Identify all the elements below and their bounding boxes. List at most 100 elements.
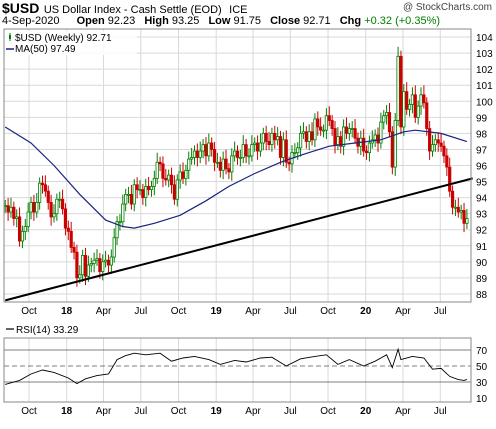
y-tick-label: 98	[476, 129, 488, 140]
candle	[253, 137, 257, 152]
candle-body	[287, 161, 291, 165]
candle	[462, 202, 466, 233]
candle-body	[43, 184, 47, 192]
candle-body	[212, 149, 217, 163]
candle	[207, 133, 211, 162]
candle	[221, 151, 225, 180]
candle-body	[276, 136, 280, 141]
candle	[319, 117, 323, 136]
candle-body	[172, 184, 177, 200]
candle-body	[210, 142, 214, 150]
open-value: 92.23	[107, 15, 136, 27]
candle-body	[367, 142, 372, 154]
candle-body	[364, 150, 369, 154]
legend-price-label: $USD (Weekly) 92.71	[15, 33, 112, 44]
candle-body	[78, 274, 82, 279]
main-panel-frame	[3, 28, 472, 303]
candle-body	[75, 251, 79, 279]
candle	[204, 137, 208, 165]
candle-body	[124, 194, 128, 205]
candle-body	[313, 118, 317, 141]
candle	[69, 221, 73, 254]
candle	[396, 46, 400, 127]
open-label: Open	[76, 15, 105, 27]
candle	[367, 135, 372, 162]
candle-body	[167, 174, 171, 181]
candle-body	[298, 132, 303, 149]
high-value: 93.25	[171, 15, 200, 27]
candle-body	[164, 177, 168, 181]
candle	[210, 137, 214, 157]
candle-body	[60, 198, 65, 210]
candle	[112, 228, 116, 263]
candle-body	[9, 206, 13, 213]
candle-body	[445, 155, 449, 168]
x-tick-label: Oct	[320, 306, 336, 317]
candle	[413, 85, 417, 123]
candle-body	[181, 171, 185, 179]
candle	[344, 117, 349, 140]
y-tick-label: 100	[476, 97, 493, 108]
candle	[336, 127, 340, 151]
candle	[278, 130, 283, 165]
quote-stats: Open 92.23 High 93.25 Low 91.75 Close 92…	[77, 15, 446, 27]
candle	[276, 127, 280, 146]
candle-body	[316, 118, 320, 128]
rsi-x-tick-label: Apr	[245, 406, 261, 417]
low-label: Low	[208, 15, 231, 27]
rsi-y-tick-label: 10	[476, 394, 488, 405]
candle	[261, 127, 265, 151]
x-tick-label: Jul	[284, 306, 297, 317]
candle-body	[376, 134, 380, 144]
candle	[187, 151, 191, 180]
candle	[324, 108, 328, 140]
y-tick-label: 94	[476, 194, 488, 205]
candle	[115, 216, 119, 245]
candle	[98, 253, 102, 279]
candle	[459, 204, 463, 220]
candle-body	[448, 166, 452, 192]
candle-body	[149, 185, 154, 190]
candle	[103, 250, 108, 268]
candle	[407, 98, 412, 117]
candle-body	[155, 161, 159, 179]
candle	[284, 130, 288, 168]
candle	[26, 202, 30, 233]
chg-label: Chg	[339, 15, 362, 27]
candle-body	[95, 258, 99, 261]
candle	[195, 143, 199, 167]
candle-body	[101, 261, 105, 272]
instrument-name: US Dollar Index - Cash Settle (EOD)	[43, 4, 222, 16]
candle-body	[281, 139, 285, 158]
candle	[158, 156, 162, 172]
candle-body	[273, 132, 277, 141]
quote-row: 4-Sep-2020 Open 92.23 High 93.25 Low 91.…	[2, 15, 446, 28]
candle-body	[439, 142, 443, 147]
candle-body	[453, 206, 458, 209]
y-tick-label: 91	[476, 242, 488, 253]
candle	[316, 111, 320, 136]
candle-body	[144, 185, 148, 199]
watermark-text: @ StockCharts.com	[402, 2, 492, 13]
candle	[35, 192, 39, 218]
candle-body	[218, 161, 222, 171]
candle	[373, 129, 377, 148]
candle-body	[109, 256, 113, 266]
candle	[379, 112, 383, 149]
candle	[184, 164, 188, 186]
rsi-x-tick-label: 18	[61, 406, 73, 417]
candle	[55, 193, 59, 221]
candle	[393, 112, 397, 176]
candle-body	[462, 210, 466, 224]
candle	[453, 199, 458, 217]
candle-body	[152, 177, 156, 187]
candle	[106, 254, 111, 273]
rsi-x-tick-label: Jul	[284, 406, 297, 417]
candle-body	[324, 115, 328, 131]
main-axis: 88 89 90 91 92 93 94 95 96 97 98 99 100 101 102 103 104 O…	[21, 33, 493, 317]
candle	[439, 133, 443, 152]
quote-date: 4-Sep-2020	[2, 15, 60, 27]
candle	[293, 143, 297, 159]
candle-body	[270, 132, 274, 146]
candle-body	[118, 221, 122, 224]
